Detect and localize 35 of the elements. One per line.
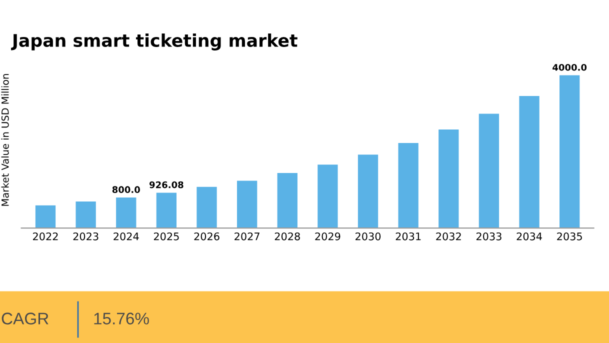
data-label: 800.0 [112,186,140,194]
bar [35,205,56,228]
x-tick-label: 2029 [315,232,340,240]
bar [156,192,177,228]
x-tick-label: 2033 [476,232,502,240]
data-label: 926.08 [149,181,184,188]
bar [358,154,378,228]
bar [519,96,540,228]
x-tick-label: 2035 [557,232,582,240]
bar [560,75,580,228]
y-axis-title: Market Value in USD Million [1,74,9,206]
x-tick-label: 2027 [234,232,260,240]
chart-title: Japan smart ticketing market [11,34,298,50]
x-tick-label: 2023 [73,232,98,240]
bar [196,186,217,228]
x-tick-label: 2034 [516,232,542,240]
bar [318,164,338,228]
x-tick-label: 2028 [274,232,300,240]
text: CAGR [2,312,48,324]
x-tick-label: 2031 [396,232,421,240]
bar [116,198,136,228]
x-tick-label: 2026 [194,232,220,240]
x-tick-label: 2022 [33,232,58,240]
bar [236,180,258,228]
x-tick-label: 2024 [114,232,139,240]
bar [398,143,418,228]
x-tick-label: 2025 [154,232,179,240]
text: 15.76% [94,312,149,324]
bar [478,114,500,228]
x-tick-label: 2032 [436,232,461,240]
x-tick-label: 2030 [356,232,381,240]
bar [438,130,459,228]
bar [76,202,96,228]
data-label: 4000.0 [552,64,587,71]
bar [277,173,298,228]
